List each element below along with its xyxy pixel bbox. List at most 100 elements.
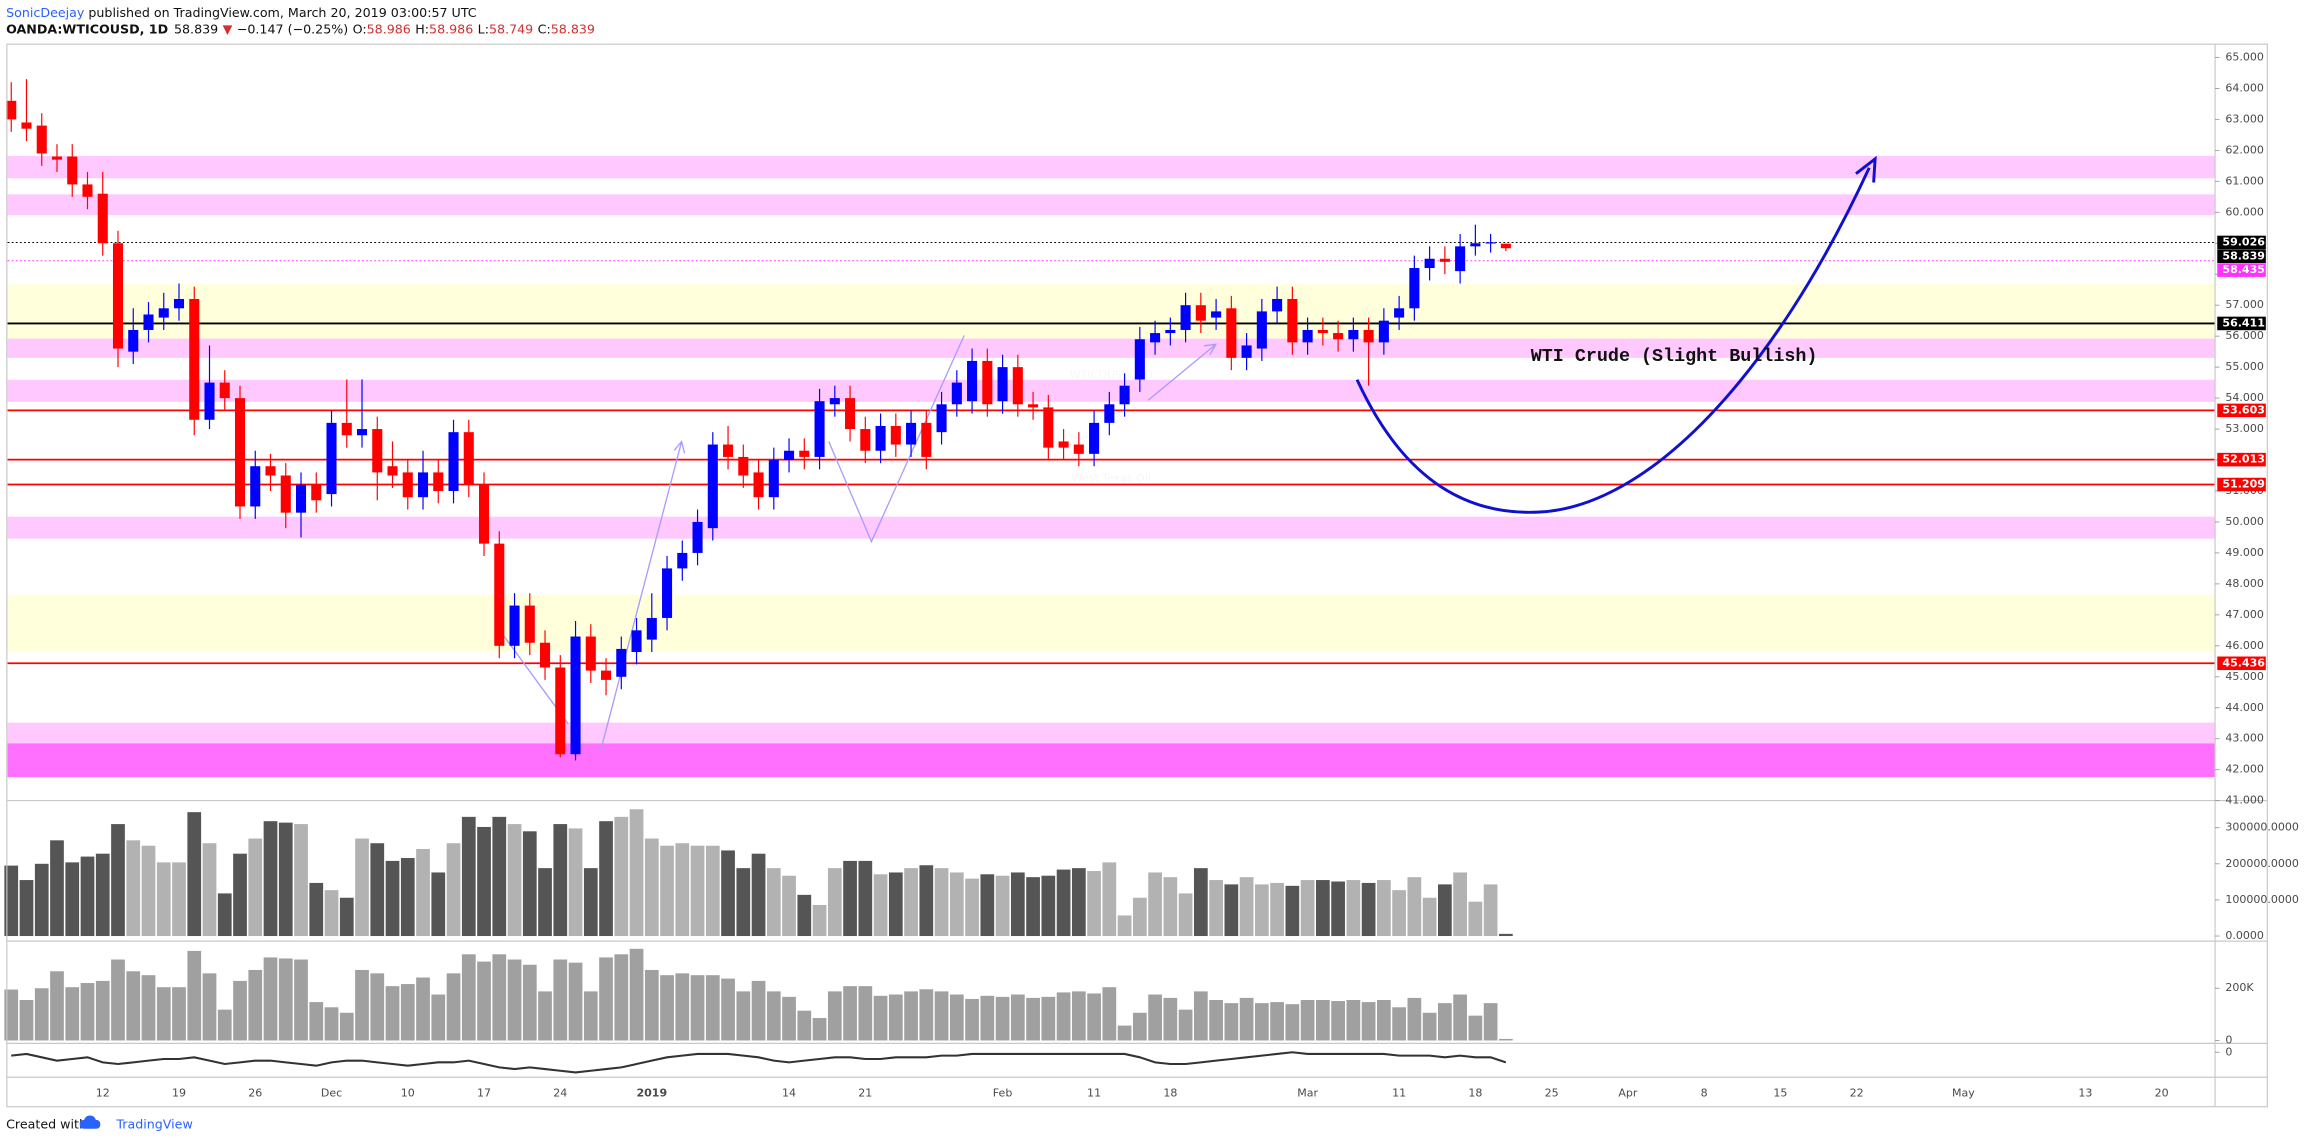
- volume-bar: [568, 962, 583, 1041]
- brand-logo: [79, 1115, 101, 1129]
- volume-bar: [1315, 880, 1330, 937]
- candle-body: [67, 156, 78, 185]
- candle-body: [555, 667, 566, 755]
- candle-body: [524, 605, 535, 643]
- volume-bar: [400, 984, 415, 1041]
- volume-bar: [1346, 880, 1361, 937]
- volume-bar: [187, 812, 202, 937]
- volume-bar: [766, 991, 781, 1041]
- zone: [7, 155, 2216, 179]
- volume-bar: [172, 862, 186, 937]
- level-label-box: [2217, 316, 2266, 331]
- sketch-arrow: [600, 440, 686, 751]
- candle-body: [753, 472, 764, 498]
- volume-bar: [721, 850, 735, 937]
- volume-bar: [416, 977, 430, 1041]
- candle-body: [478, 484, 490, 544]
- volume-bar: [736, 868, 751, 937]
- volume-bar: [843, 986, 857, 1041]
- candle-body: [936, 404, 947, 433]
- candle-body: [616, 648, 627, 677]
- frame-border: [6, 43, 2268, 1108]
- volume-bar: [416, 848, 430, 937]
- volume-bar: [507, 824, 522, 937]
- candle-body: [784, 450, 795, 461]
- candle-body: [860, 429, 871, 451]
- level-label: 58.839: [2222, 249, 2265, 262]
- volume-bar: [156, 987, 171, 1041]
- volume-bar: [721, 978, 735, 1041]
- y-tick-label: 65.000: [2225, 50, 2264, 63]
- candle-body: [967, 360, 978, 402]
- candle-body: [1012, 367, 1023, 405]
- level-label: 56.411: [2222, 316, 2265, 329]
- candle-body: [1150, 333, 1161, 343]
- volume-bar: [324, 890, 339, 937]
- volume-bar: [217, 1009, 232, 1041]
- volume-bar: [934, 868, 949, 937]
- candle-body: [1256, 311, 1267, 349]
- volume-bar: [233, 853, 247, 937]
- volume-bar: [4, 989, 19, 1041]
- volume-bar: [1346, 999, 1361, 1041]
- volume-bar: [1468, 1015, 1483, 1041]
- candle-body: [585, 636, 596, 671]
- volume-bar: [111, 959, 125, 1041]
- volume-bar: [599, 957, 613, 1041]
- candle-body: [1287, 299, 1298, 343]
- volume-bar: [980, 995, 995, 1041]
- x-tick-label: 11: [1392, 1086, 1406, 1099]
- volume-bar: [736, 991, 751, 1041]
- volume-bar: [522, 964, 537, 1041]
- volume-bar: [782, 875, 796, 937]
- candle-body: [631, 630, 642, 653]
- candle-body: [1028, 404, 1039, 408]
- x-tick-label: 24: [553, 1086, 567, 1099]
- volume-bar: [614, 816, 629, 937]
- volume-bar: [507, 959, 522, 1041]
- brand[interactable]: TradingView: [115, 1116, 192, 1131]
- x-tick-label: 26: [248, 1086, 262, 1099]
- candle-body: [1241, 345, 1252, 358]
- volume-bar: [80, 983, 95, 1041]
- zone: [7, 284, 2216, 339]
- candle-body: [692, 521, 703, 553]
- volume-bar: [111, 824, 125, 937]
- candle-body: [36, 125, 47, 154]
- level-label-box: [2217, 403, 2266, 418]
- volume-bar: [248, 969, 263, 1041]
- volume-bar: [1178, 893, 1193, 937]
- volume-bar: [294, 824, 308, 937]
- volume-bar: [370, 973, 385, 1041]
- x-tick-label: 17: [477, 1086, 491, 1099]
- candle-body: [1348, 329, 1359, 340]
- volume-bar: [1422, 1012, 1437, 1041]
- volume-bar: [400, 858, 415, 937]
- volume-bar: [202, 843, 217, 937]
- volume-bar: [1254, 1003, 1269, 1041]
- ohlc-value: 58.839: [551, 21, 595, 36]
- zone: [7, 379, 2216, 402]
- volume-bar: [1209, 880, 1223, 937]
- candle-body: [341, 422, 352, 436]
- candle-body: [707, 444, 718, 529]
- volume-bar: [1499, 1038, 1513, 1041]
- volume-bar: [995, 875, 1010, 937]
- candle-body: [890, 425, 901, 445]
- x-tick-label: May: [1952, 1086, 1975, 1099]
- level-label-box: [2217, 656, 2266, 671]
- zone: [7, 594, 2216, 653]
- volume-bar: [629, 948, 644, 1041]
- zone: [7, 743, 2216, 778]
- author[interactable]: SonicDeejay: [6, 5, 85, 20]
- volume-bar: [812, 904, 827, 937]
- volume-bar: [599, 821, 613, 937]
- volume-bar: [1392, 890, 1406, 937]
- volume-bar: [1361, 882, 1376, 937]
- candle-body: [21, 122, 32, 129]
- x-tick-label: Apr: [1618, 1086, 1638, 1099]
- candle-body: [97, 193, 108, 244]
- volume-bar: [538, 868, 552, 937]
- volume-bar: [1163, 877, 1178, 937]
